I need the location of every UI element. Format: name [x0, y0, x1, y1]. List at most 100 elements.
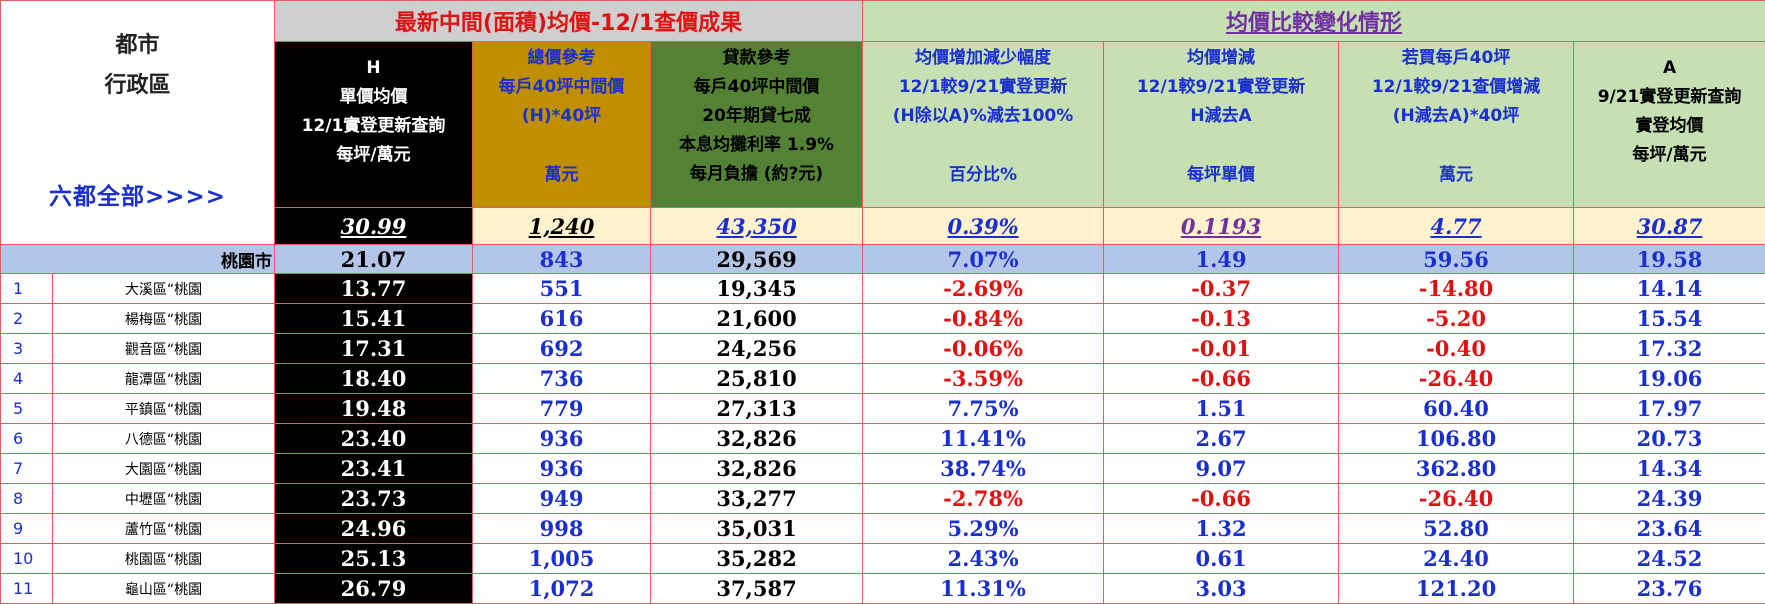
cell-pct: -2.78%: [863, 484, 1104, 514]
col-header-per40-line: 若買每戶40坪: [1339, 44, 1573, 73]
cell-a: 24.52: [1574, 544, 1765, 574]
city-diff: 1.49: [1104, 245, 1339, 274]
cell-total: 779: [473, 394, 651, 424]
summary-total: 1,240: [473, 208, 651, 245]
cell-h: 23.40: [275, 424, 473, 454]
col-header-loan-line: 本息均攤利率 1.9%: [651, 131, 862, 160]
city-a: 19.58: [1574, 245, 1765, 274]
district-name[interactable]: 龍潭區“桃園: [53, 364, 275, 394]
summary-pct: 0.39%: [863, 208, 1104, 245]
cell-total: 1,072: [473, 574, 651, 604]
city-name[interactable]: 桃園市: [1, 245, 275, 274]
cell-a: 24.39: [1574, 484, 1765, 514]
cell-total: 1,005: [473, 544, 651, 574]
col-header-total-price-line: (H)*40坪: [473, 102, 650, 131]
cell-a: 17.32: [1574, 334, 1765, 364]
col-header-per40-line: 12/1較9/21查價增減: [1339, 73, 1573, 102]
col-header-change-pct-line: 12/1較9/21實登更新: [863, 73, 1103, 102]
cell-pct: 11.41%: [863, 424, 1104, 454]
cell-per40: 60.40: [1339, 394, 1574, 424]
cell-h: 17.31: [275, 334, 473, 364]
city-per40: 59.56: [1339, 245, 1574, 274]
cell-h: 23.41: [275, 454, 473, 484]
cell-loan: 27,313: [651, 394, 863, 424]
col-header-change-diff-line: 12/1較9/21實登更新: [1104, 73, 1338, 102]
cell-per40: -14.80: [1339, 274, 1574, 304]
col-header-change-diff-line: 每坪單價: [1104, 161, 1338, 190]
cell-pct: 38.74%: [863, 454, 1104, 484]
district-name[interactable]: 大園區“桃園: [53, 454, 275, 484]
col-header-a-price-line: 每坪/萬元: [1574, 141, 1765, 170]
row-number: 2: [1, 304, 53, 334]
col-header-h-unit-price-line: 12/1實登更新查詢: [275, 112, 472, 141]
cell-h: 25.13: [275, 544, 473, 574]
cell-loan: 32,826: [651, 454, 863, 484]
row-number: 6: [1, 424, 53, 454]
cell-diff: -0.01: [1104, 334, 1339, 364]
col-header-per40-line: (H減去A)*40坪: [1339, 102, 1573, 131]
district-name[interactable]: 八德區“桃園: [53, 424, 275, 454]
city-total: 843: [473, 245, 651, 274]
summary-a: 30.87: [1574, 208, 1765, 245]
row-number: 3: [1, 334, 53, 364]
district-name[interactable]: 平鎮區“桃園: [53, 394, 275, 424]
col-header-total-price-line: [473, 131, 650, 161]
district-name[interactable]: 楊梅區“桃園: [53, 304, 275, 334]
summary-diff: 0.1193: [1104, 208, 1339, 245]
cell-diff: 3.03: [1104, 574, 1339, 604]
cell-loan: 19,345: [651, 274, 863, 304]
row-number: 8: [1, 484, 53, 514]
cell-diff: 9.07: [1104, 454, 1339, 484]
col-header-loan-line: 20年期貸七成: [651, 102, 862, 131]
cell-total: 616: [473, 304, 651, 334]
col-header-loan-line: 貸款參考: [651, 44, 862, 73]
row-number: 9: [1, 514, 53, 544]
cell-total: 736: [473, 364, 651, 394]
banner-comparison[interactable]: 均價比較變化情形: [863, 1, 1765, 42]
row-number: 5: [1, 394, 53, 424]
row-number: 11: [1, 574, 53, 604]
district-name[interactable]: 龜山區“桃園: [53, 574, 275, 604]
cell-loan: 21,600: [651, 304, 863, 334]
col-header-a-price-line: 9/21實登更新查詢: [1574, 83, 1765, 112]
col-header-a-price-line: 實登均價: [1574, 112, 1765, 141]
city-loan: 29,569: [651, 245, 863, 274]
all-six-cities-link[interactable]: 六都全部>>>>: [1, 177, 274, 211]
cell-a: 14.34: [1574, 454, 1765, 484]
district-name[interactable]: 蘆竹區“桃園: [53, 514, 275, 544]
cell-diff: 1.51: [1104, 394, 1339, 424]
district-name[interactable]: 大溪區“桃園: [53, 274, 275, 304]
cell-loan: 35,282: [651, 544, 863, 574]
summary-h: 30.99: [275, 208, 473, 245]
cell-pct: -0.06%: [863, 334, 1104, 364]
city-pct: 7.07%: [863, 245, 1104, 274]
cell-a: 23.76: [1574, 574, 1765, 604]
cell-h: 15.41: [275, 304, 473, 334]
col-header-change-pct-line: [863, 131, 1103, 161]
cell-diff: -0.37: [1104, 274, 1339, 304]
cell-pct: 7.75%: [863, 394, 1104, 424]
col-header-change-pct-line: 百分比%: [863, 161, 1103, 190]
col-header-total-price: 總價參考每戶40坪中間價(H)*40坪 萬元: [473, 42, 651, 208]
col-header-total-price-line: 總價參考: [473, 44, 650, 73]
cell-pct: 11.31%: [863, 574, 1104, 604]
cell-diff: 0.61: [1104, 544, 1339, 574]
cell-per40: 106.80: [1339, 424, 1574, 454]
district-name[interactable]: 桃園區“桃園: [53, 544, 275, 574]
cell-loan: 24,256: [651, 334, 863, 364]
cell-total: 998: [473, 514, 651, 544]
cell-h: 18.40: [275, 364, 473, 394]
cell-h: 19.48: [275, 394, 473, 424]
district-name[interactable]: 觀音區“桃園: [53, 334, 275, 364]
district-name[interactable]: 中壢區“桃園: [53, 484, 275, 514]
cell-per40: -26.40: [1339, 364, 1574, 394]
cell-loan: 35,031: [651, 514, 863, 544]
